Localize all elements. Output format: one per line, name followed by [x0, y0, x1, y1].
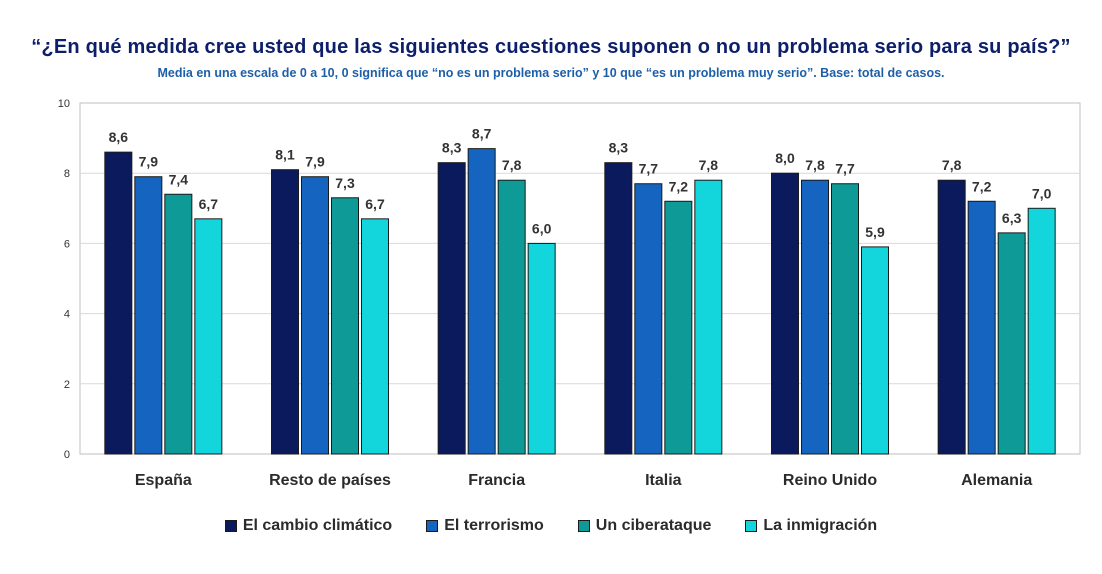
bar: [604, 162, 633, 455]
data-label: 7,9: [305, 154, 325, 170]
bar: [164, 193, 193, 455]
x-tick-label: Resto de países: [269, 472, 391, 489]
bar: [497, 179, 526, 455]
data-label: 8,1: [275, 147, 295, 163]
bar: [664, 200, 693, 455]
x-tick-label: Alemania: [961, 472, 1032, 489]
data-label: 7,8: [502, 157, 522, 173]
legend-label: Un ciberataque: [595, 517, 712, 534]
data-label: 6,7: [365, 196, 385, 212]
bar: [104, 151, 133, 455]
data-label: 7,8: [805, 157, 825, 173]
bar: [801, 179, 829, 455]
data-label: 7,0: [1032, 185, 1052, 201]
data-label: 7,2: [972, 178, 992, 194]
bar: [361, 218, 389, 455]
y-tick-label: 0: [64, 449, 70, 461]
legend-label: La inmigración: [763, 517, 878, 534]
y-tick-label: 4: [64, 309, 70, 321]
y-tick-label: 2: [64, 379, 70, 391]
bar: [331, 197, 359, 455]
data-label: 7,8: [699, 157, 719, 173]
data-label: 6,3: [1002, 210, 1022, 226]
x-tick-label: España: [135, 472, 192, 489]
x-tick-label: Reino Unido: [783, 472, 877, 489]
bar: [134, 176, 163, 455]
data-label: 8,0: [775, 150, 795, 166]
bar: [831, 183, 859, 455]
data-label: 5,9: [865, 224, 885, 240]
legend-swatch: [224, 520, 237, 532]
bar: [694, 179, 723, 455]
chart-subtitle: Media en una escala de 0 a 10, 0 signifi…: [157, 66, 945, 80]
bar: [527, 242, 556, 455]
bar: [997, 232, 1026, 455]
bar: [1027, 207, 1056, 455]
data-label: 8,3: [609, 140, 629, 156]
data-label: 7,8: [942, 157, 962, 173]
legend-item: El terrorismo: [426, 517, 544, 535]
data-label: 7,3: [335, 175, 355, 191]
x-tick-label: Italia: [645, 472, 682, 489]
data-label: 7,7: [639, 161, 659, 177]
data-label: 6,0: [532, 220, 552, 236]
data-label: 8,6: [109, 129, 129, 145]
y-tick-label: 10: [58, 98, 70, 110]
bar: [967, 200, 996, 455]
y-tick-label: 8: [64, 168, 70, 180]
data-label: 8,3: [442, 140, 462, 156]
bar: [771, 172, 799, 455]
bar: [634, 183, 663, 455]
bar: [861, 246, 889, 455]
x-tick-label: Francia: [468, 472, 525, 489]
bar: [194, 218, 223, 455]
data-label: 7,9: [139, 154, 159, 170]
bar: [937, 179, 966, 455]
bar: [467, 148, 496, 455]
legend: El cambio climático El terrorismo Un ciber…: [0, 517, 1102, 535]
y-tick-label: 6: [64, 238, 70, 250]
bar: [271, 169, 299, 455]
legend-label: El terrorismo: [444, 517, 544, 534]
legend-swatch: [577, 520, 590, 532]
legend-label: El cambio climático: [242, 517, 393, 534]
legend-item: El cambio climático: [224, 517, 393, 535]
legend-item: La inmigración: [745, 517, 877, 535]
bar: [437, 162, 466, 455]
bar: [301, 176, 329, 455]
data-label: 7,7: [835, 161, 855, 177]
data-label: 8,7: [472, 126, 492, 142]
data-label: 6,7: [199, 196, 219, 212]
data-label: 7,2: [669, 178, 689, 194]
data-label: 7,4: [169, 171, 189, 187]
chart-title: “¿En qué medida cree usted que las sigui…: [31, 36, 1071, 58]
legend-swatch: [745, 520, 758, 532]
legend-swatch: [426, 520, 439, 532]
legend-item: Un ciberataque: [577, 517, 712, 535]
plot-area: [79, 102, 1081, 455]
